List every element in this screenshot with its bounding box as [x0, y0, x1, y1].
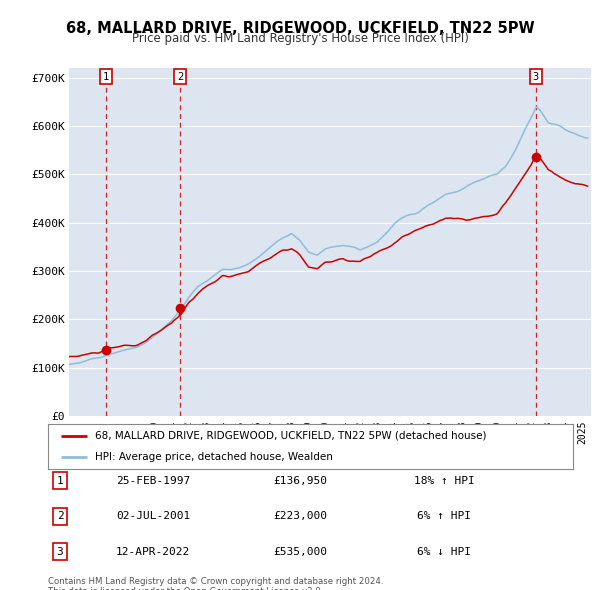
Text: 02-JUL-2001: 02-JUL-2001: [116, 512, 190, 521]
Text: 1: 1: [56, 476, 64, 486]
Text: 6% ↓ HPI: 6% ↓ HPI: [417, 547, 471, 556]
Text: 3: 3: [56, 547, 64, 556]
Text: 2: 2: [177, 71, 184, 81]
Text: HPI: Average price, detached house, Wealden: HPI: Average price, detached house, Weal…: [95, 452, 333, 462]
Text: 3: 3: [533, 71, 539, 81]
Text: Price paid vs. HM Land Registry's House Price Index (HPI): Price paid vs. HM Land Registry's House …: [131, 32, 469, 45]
Text: £136,950: £136,950: [273, 476, 327, 486]
Text: 2: 2: [56, 512, 64, 521]
Text: 68, MALLARD DRIVE, RIDGEWOOD, UCKFIELD, TN22 5PW (detached house): 68, MALLARD DRIVE, RIDGEWOOD, UCKFIELD, …: [95, 431, 487, 441]
Text: 1: 1: [103, 71, 109, 81]
Text: 6% ↑ HPI: 6% ↑ HPI: [417, 512, 471, 521]
Text: 12-APR-2022: 12-APR-2022: [116, 547, 190, 556]
Text: £223,000: £223,000: [273, 512, 327, 521]
Text: £535,000: £535,000: [273, 547, 327, 556]
Text: 25-FEB-1997: 25-FEB-1997: [116, 476, 190, 486]
Text: Contains HM Land Registry data © Crown copyright and database right 2024.
This d: Contains HM Land Registry data © Crown c…: [48, 577, 383, 590]
Text: 18% ↑ HPI: 18% ↑ HPI: [413, 476, 475, 486]
Text: 68, MALLARD DRIVE, RIDGEWOOD, UCKFIELD, TN22 5PW: 68, MALLARD DRIVE, RIDGEWOOD, UCKFIELD, …: [65, 21, 535, 35]
